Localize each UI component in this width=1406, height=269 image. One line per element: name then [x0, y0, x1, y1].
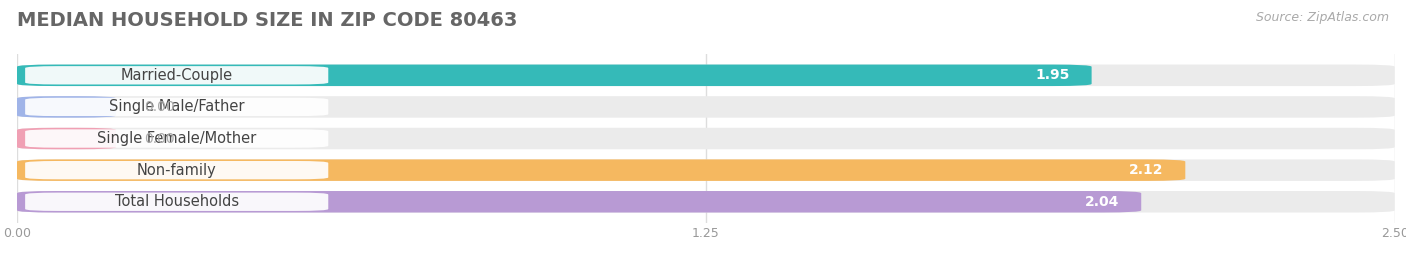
- Text: MEDIAN HOUSEHOLD SIZE IN ZIP CODE 80463: MEDIAN HOUSEHOLD SIZE IN ZIP CODE 80463: [17, 11, 517, 30]
- FancyBboxPatch shape: [17, 65, 1395, 86]
- FancyBboxPatch shape: [25, 193, 328, 211]
- Text: 1.95: 1.95: [1035, 68, 1070, 82]
- FancyBboxPatch shape: [17, 128, 117, 149]
- Text: Single Female/Mother: Single Female/Mother: [97, 131, 256, 146]
- Text: Total Households: Total Households: [115, 194, 239, 209]
- FancyBboxPatch shape: [25, 129, 328, 148]
- FancyBboxPatch shape: [25, 98, 328, 116]
- FancyBboxPatch shape: [17, 191, 1142, 213]
- Text: 0.00: 0.00: [143, 100, 174, 114]
- FancyBboxPatch shape: [25, 66, 328, 84]
- FancyBboxPatch shape: [17, 96, 1395, 118]
- FancyBboxPatch shape: [17, 191, 1395, 213]
- FancyBboxPatch shape: [17, 65, 1091, 86]
- Text: Single Male/Father: Single Male/Father: [108, 100, 245, 114]
- FancyBboxPatch shape: [17, 160, 1185, 181]
- Text: 0.00: 0.00: [143, 132, 174, 146]
- Text: 2.04: 2.04: [1085, 195, 1119, 209]
- FancyBboxPatch shape: [17, 128, 1395, 149]
- Text: Non-family: Non-family: [136, 163, 217, 178]
- FancyBboxPatch shape: [25, 161, 328, 179]
- Text: 2.12: 2.12: [1129, 163, 1163, 177]
- Text: Source: ZipAtlas.com: Source: ZipAtlas.com: [1256, 11, 1389, 24]
- Text: Married-Couple: Married-Couple: [121, 68, 233, 83]
- FancyBboxPatch shape: [17, 96, 117, 118]
- FancyBboxPatch shape: [17, 160, 1395, 181]
